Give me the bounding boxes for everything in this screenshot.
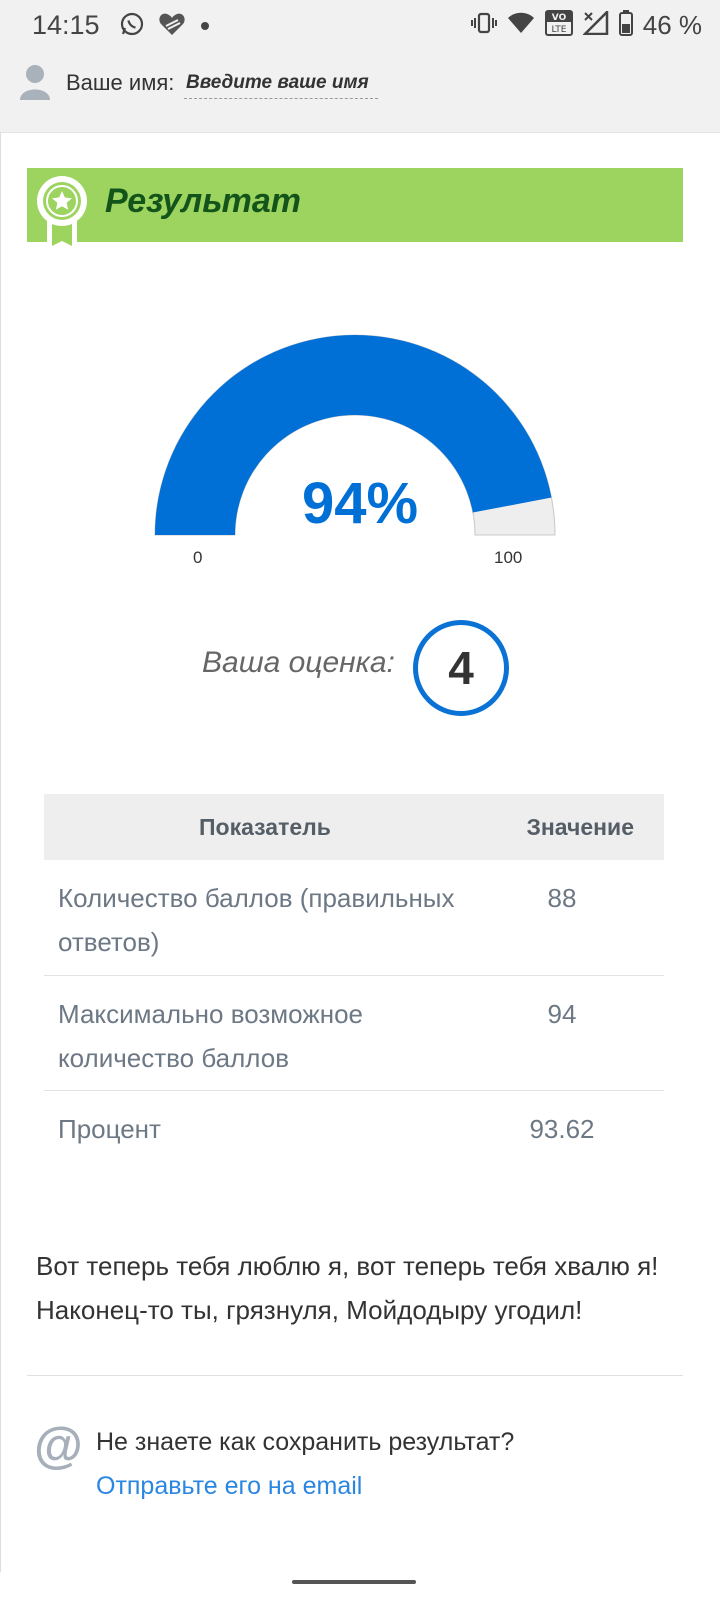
row-value: 93.62 bbox=[529, 1114, 595, 1144]
send-email-link[interactable]: Отправьте его на email bbox=[96, 1472, 363, 1500]
results-table: Показатель Значение Количество баллов (п… bbox=[44, 794, 664, 1161]
notification-dot-icon bbox=[200, 18, 210, 36]
row-value: 94 bbox=[547, 999, 577, 1029]
status-bar: 14:15 VO LTE 46 % bbox=[0, 0, 720, 52]
score-gauge bbox=[154, 334, 556, 536]
battery-icon bbox=[618, 10, 633, 41]
row-label: Процент bbox=[58, 1114, 161, 1144]
grade-badge: 4 bbox=[413, 620, 509, 716]
result-header: Результат bbox=[27, 168, 683, 258]
name-input[interactable] bbox=[184, 68, 378, 99]
result-title: Результат bbox=[105, 182, 301, 220]
home-indicator[interactable] bbox=[292, 1580, 416, 1584]
column-header-indicator: Показатель bbox=[199, 814, 331, 840]
wifi-icon bbox=[507, 12, 535, 39]
user-avatar-icon bbox=[20, 64, 50, 105]
row-label: Количество баллов (правильных ответов) bbox=[58, 883, 455, 957]
status-time: 14:15 bbox=[32, 10, 100, 40]
vibrate-icon bbox=[470, 12, 497, 39]
content-edge-line bbox=[0, 132, 1, 1572]
gauge-value: 94% bbox=[301, 471, 419, 536]
name-label: Ваше имя: bbox=[66, 70, 175, 95]
grade-label: Ваша оценка: bbox=[202, 646, 395, 679]
email-question: Не знаете как сохранить результат? bbox=[96, 1428, 515, 1456]
at-sign-icon: @ bbox=[34, 1417, 83, 1473]
battery-percent: 46 % bbox=[642, 10, 702, 40]
svg-text:LTE: LTE bbox=[551, 25, 566, 35]
signal-icon bbox=[581, 8, 609, 40]
grade-value: 4 bbox=[448, 642, 474, 694]
table-header: Показатель Значение bbox=[44, 794, 664, 860]
row-value: 88 bbox=[547, 883, 577, 913]
gauge-min-label: 0 bbox=[193, 548, 203, 567]
table-row: Количество баллов (правильных ответов) 8… bbox=[44, 860, 664, 976]
column-header-value: Значение bbox=[526, 814, 635, 840]
table-row: Процент 93.62 bbox=[44, 1091, 664, 1161]
gauge-max-label: 100 bbox=[494, 548, 523, 567]
name-bar: Ваше имя: bbox=[0, 52, 720, 133]
table-row: Максимально возможное количество баллов … bbox=[44, 976, 664, 1091]
whatsapp-icon bbox=[120, 12, 144, 41]
gauge-fill bbox=[155, 334, 552, 535]
heart-app-icon bbox=[158, 12, 186, 41]
divider bbox=[27, 1375, 683, 1376]
award-ribbon-icon bbox=[35, 174, 89, 263]
row-label: Максимально возможное количество баллов bbox=[58, 999, 364, 1073]
result-message: Вот теперь тебя люблю я, вот теперь тебя… bbox=[36, 1251, 659, 1325]
volte-icon: VO LTE bbox=[544, 10, 573, 41]
svg-text:VO: VO bbox=[552, 13, 567, 23]
